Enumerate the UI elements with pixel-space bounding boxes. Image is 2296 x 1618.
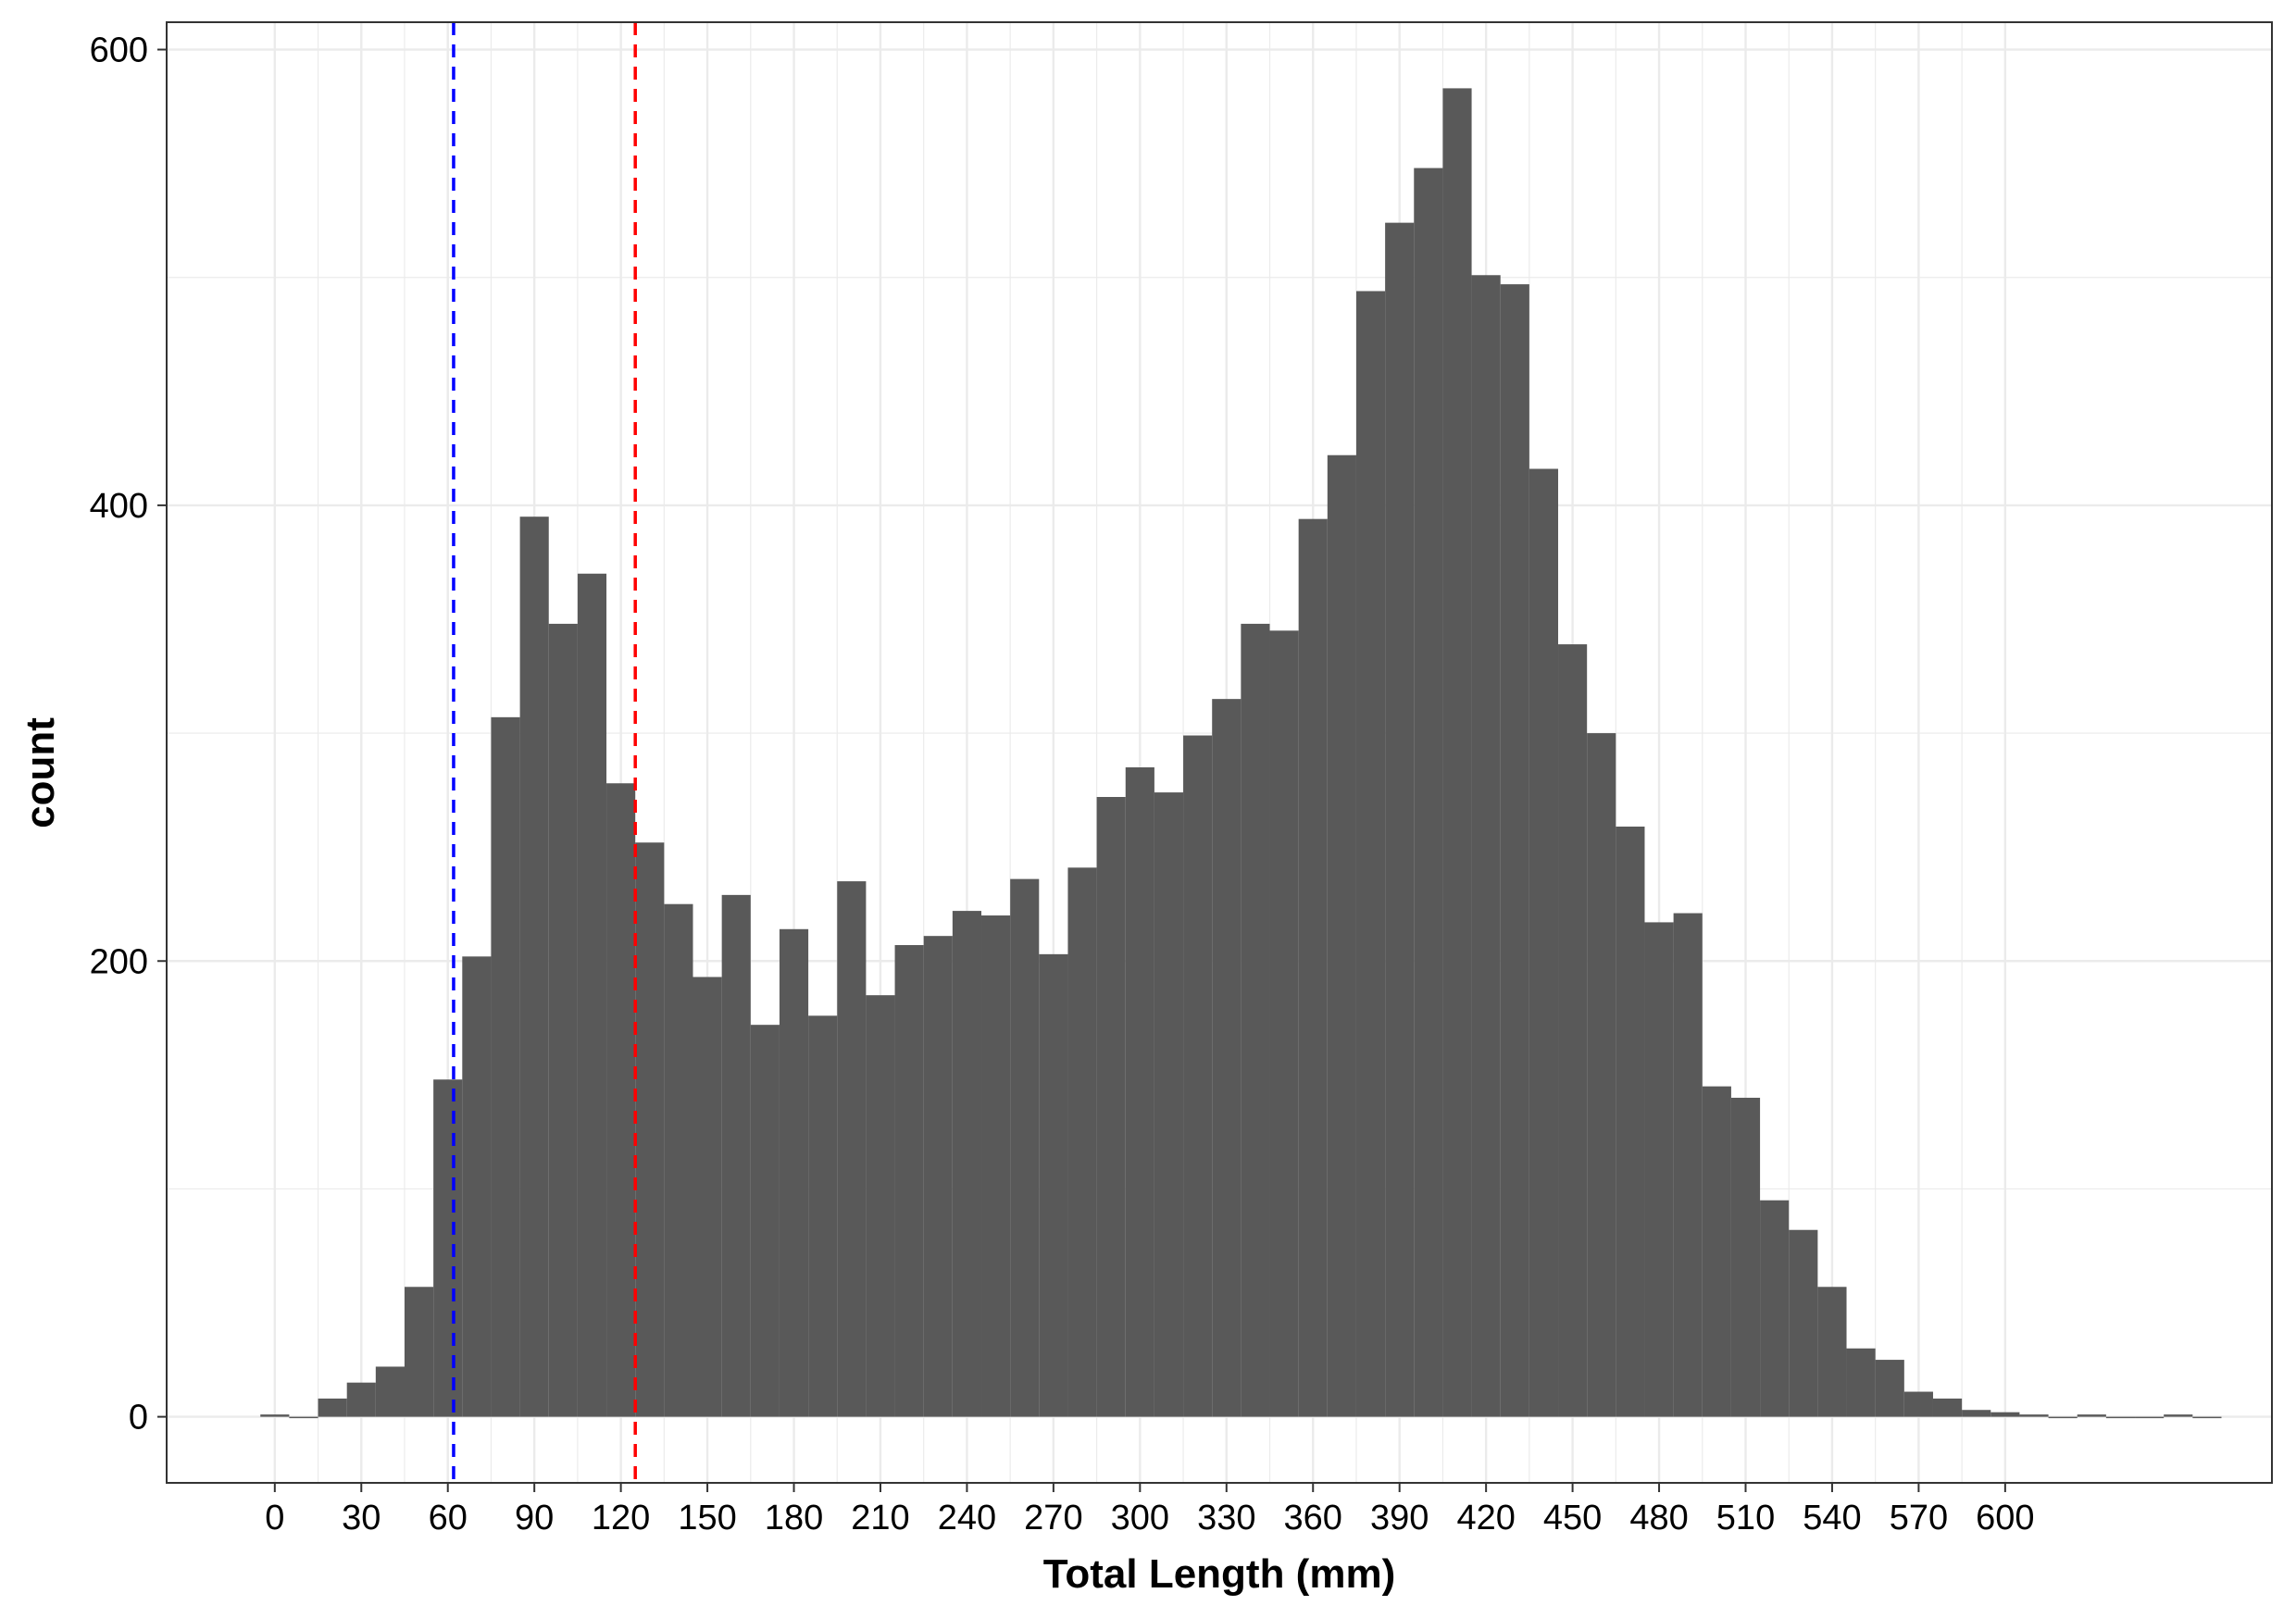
histogram-bar <box>1933 1399 1962 1417</box>
x-tick-label: 90 <box>515 1499 554 1537</box>
x-tick-label: 390 <box>1370 1499 1429 1537</box>
histogram-bar <box>1067 867 1096 1416</box>
histogram-bar <box>1356 291 1385 1416</box>
x-tick-label: 0 <box>265 1499 284 1537</box>
x-tick-label: 360 <box>1284 1499 1342 1537</box>
histogram-bar <box>664 904 693 1417</box>
histogram-bar <box>1501 284 1529 1417</box>
x-tick-label: 450 <box>1543 1499 1602 1537</box>
x-tick-label: 180 <box>765 1499 823 1537</box>
x-tick-label: 210 <box>851 1499 909 1537</box>
x-tick-label: 600 <box>1976 1499 2034 1537</box>
histogram-bar <box>347 1383 376 1417</box>
y-tick-label: 200 <box>90 942 148 981</box>
histogram-bar <box>1097 797 1126 1417</box>
histogram-bar <box>1558 644 1587 1417</box>
histogram-bar <box>376 1366 405 1416</box>
x-tick-label: 120 <box>592 1499 650 1537</box>
histogram-bar <box>1212 699 1241 1416</box>
histogram-bar <box>924 936 953 1416</box>
x-tick-label: 270 <box>1024 1499 1082 1537</box>
histogram-bar <box>1472 275 1501 1416</box>
x-tick-label: 420 <box>1456 1499 1515 1537</box>
histogram-bar <box>1587 733 1616 1417</box>
histogram-bar <box>1904 1392 1933 1417</box>
x-tick-label: 540 <box>1803 1499 1861 1537</box>
y-axis-title: count <box>18 717 63 828</box>
histogram-bar <box>318 1399 347 1417</box>
histogram-bar <box>549 624 578 1417</box>
histogram-bar <box>895 945 924 1417</box>
histogram-bar <box>1760 1201 1789 1417</box>
histogram-bar <box>2049 1417 2078 1419</box>
histogram-bar <box>2192 1417 2221 1419</box>
histogram-bar <box>1414 168 1442 1417</box>
histogram-bar <box>1674 914 1703 1417</box>
histogram-bar <box>1183 736 1212 1417</box>
histogram-bar <box>1328 455 1356 1417</box>
histogram-bar <box>606 783 635 1416</box>
histogram-bar <box>2078 1414 2106 1416</box>
x-tick-label: 570 <box>1890 1499 1948 1537</box>
histogram-bar <box>1385 223 1414 1417</box>
histogram-bar <box>1154 792 1183 1417</box>
histogram-bar <box>260 1414 289 1416</box>
y-tick-label: 0 <box>129 1399 148 1438</box>
histogram-bar <box>2135 1417 2164 1419</box>
histogram-bar <box>780 929 808 1417</box>
histogram-bar <box>1299 519 1328 1417</box>
histogram-bar <box>491 717 519 1417</box>
histogram-bar <box>866 995 894 1416</box>
histogram-bar <box>1644 922 1673 1416</box>
histogram-bar <box>808 1015 837 1416</box>
histogram-bar <box>837 881 866 1417</box>
histogram-bar <box>1817 1287 1846 1416</box>
histogram-bar <box>1616 827 1644 1417</box>
histogram-bar <box>722 895 751 1417</box>
histogram-bar <box>1442 88 1471 1416</box>
histogram-bar <box>578 574 606 1417</box>
histogram-bar <box>1876 1360 1904 1417</box>
histogram-bar <box>520 517 549 1416</box>
y-tick-label: 400 <box>90 487 148 526</box>
y-tick-label: 600 <box>90 31 148 70</box>
x-tick-label: 480 <box>1629 1499 1688 1537</box>
histogram-bar <box>2019 1414 2048 1416</box>
histogram-bar <box>1270 630 1299 1416</box>
histogram-bar <box>1847 1349 1876 1417</box>
x-tick-label: 150 <box>678 1499 736 1537</box>
histogram-bar <box>289 1417 318 1419</box>
histogram-bar <box>1789 1230 1817 1417</box>
histogram-bar <box>693 977 722 1416</box>
x-tick-label: 300 <box>1111 1499 1169 1537</box>
histogram-bar <box>635 842 664 1416</box>
histogram-bar <box>751 1025 780 1416</box>
histogram-bar <box>1529 469 1558 1417</box>
histogram-bar <box>2106 1417 2135 1419</box>
histogram-bar <box>2164 1414 2192 1416</box>
histogram-bar <box>1039 954 1067 1417</box>
x-axis-title: Total Length (mm) <box>1043 1551 1395 1597</box>
histogram-bar <box>1731 1098 1760 1417</box>
x-tick-label: 510 <box>1716 1499 1775 1537</box>
histogram-bar <box>1241 624 1269 1417</box>
histogram-bar <box>1703 1087 1731 1417</box>
x-tick-label: 60 <box>429 1499 468 1537</box>
histogram-bar <box>1126 767 1154 1417</box>
histogram-bar <box>1962 1410 1990 1416</box>
histogram-bar <box>981 915 1010 1417</box>
x-tick-label: 30 <box>342 1499 381 1537</box>
histogram-bar <box>462 956 491 1416</box>
histogram-bar <box>953 911 981 1417</box>
histogram-bar <box>1990 1413 2019 1417</box>
x-tick-label: 240 <box>938 1499 996 1537</box>
histogram-bar <box>405 1287 433 1416</box>
histogram-bar <box>1010 879 1039 1417</box>
x-tick-label: 330 <box>1197 1499 1255 1537</box>
histogram-bar <box>433 1079 462 1416</box>
